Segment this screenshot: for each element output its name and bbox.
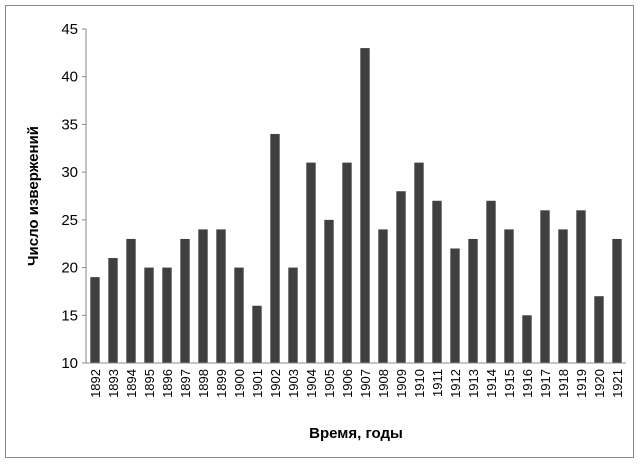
bar xyxy=(270,133,280,363)
x-tick-label: 1902 xyxy=(268,369,283,398)
y-axis-title: Число извержений xyxy=(25,126,42,266)
bar xyxy=(558,229,568,363)
x-tick-label: 1905 xyxy=(322,369,337,398)
x-tick-label: 1921 xyxy=(610,369,625,398)
bar xyxy=(504,229,514,363)
y-tick-label: 10 xyxy=(61,355,78,372)
y-tick-label: 40 xyxy=(61,69,78,86)
bar xyxy=(396,191,406,363)
x-tick-label: 1912 xyxy=(448,369,463,398)
y-tick-label: 15 xyxy=(61,307,78,324)
bar xyxy=(324,219,334,363)
x-tick-label: 1897 xyxy=(178,369,193,398)
x-tick-label: 1901 xyxy=(250,369,265,398)
x-tick-label: 1899 xyxy=(214,369,229,398)
bar xyxy=(450,248,460,363)
bar xyxy=(216,229,226,363)
bar xyxy=(342,162,352,363)
x-tick-label: 1898 xyxy=(196,369,211,398)
bar xyxy=(108,258,118,363)
x-tick-label: 1900 xyxy=(232,369,247,398)
x-tick-label: 1892 xyxy=(88,369,103,398)
x-tick-label: 1893 xyxy=(106,369,121,398)
x-tick-label: 1911 xyxy=(430,369,445,397)
x-tick-label: 1914 xyxy=(484,369,499,398)
x-tick-label: 1917 xyxy=(538,369,553,398)
x-tick-label: 1894 xyxy=(124,369,139,398)
bar xyxy=(252,305,262,363)
bar xyxy=(486,200,496,363)
y-tick-label: 45 xyxy=(61,21,78,38)
bar xyxy=(198,229,208,363)
bar xyxy=(126,238,136,363)
bar xyxy=(468,238,478,363)
y-tick-label: 20 xyxy=(61,260,78,277)
bar xyxy=(594,296,604,363)
x-tick-label: 1915 xyxy=(502,369,517,398)
x-tick-label: 1895 xyxy=(142,369,157,398)
bar xyxy=(612,238,622,363)
x-tick-label: 1907 xyxy=(358,369,373,398)
bar xyxy=(378,229,388,363)
chart-frame xyxy=(5,5,634,458)
y-tick-label: 30 xyxy=(61,164,78,181)
bar xyxy=(414,162,424,363)
x-tick-label: 1908 xyxy=(376,369,391,398)
x-tick-label: 1920 xyxy=(592,369,607,398)
x-axis-title: Время, годы xyxy=(309,425,403,442)
bar xyxy=(144,267,154,363)
bar xyxy=(540,210,550,363)
x-tick-label: 1896 xyxy=(160,369,175,398)
bar xyxy=(432,200,442,363)
x-tick-label: 1906 xyxy=(340,369,355,398)
x-tick-label: 1918 xyxy=(556,369,571,398)
x-tick-label: 1916 xyxy=(520,369,535,398)
x-tick-label: 1904 xyxy=(304,369,319,398)
x-tick-label: 1903 xyxy=(286,369,301,398)
bar xyxy=(162,267,172,363)
bar xyxy=(360,48,370,363)
x-tick-label: 1909 xyxy=(394,369,409,398)
x-tick-label: 1910 xyxy=(412,369,427,398)
bar xyxy=(234,267,244,363)
bar xyxy=(306,162,316,363)
x-tick-label: 1913 xyxy=(466,369,481,398)
bar xyxy=(576,210,586,363)
bar xyxy=(288,267,298,363)
y-tick-label: 35 xyxy=(61,116,78,133)
bar xyxy=(522,315,532,363)
bar xyxy=(90,277,100,363)
y-tick-label: 25 xyxy=(61,212,78,229)
bar xyxy=(180,238,190,363)
x-tick-label: 1919 xyxy=(574,369,589,398)
